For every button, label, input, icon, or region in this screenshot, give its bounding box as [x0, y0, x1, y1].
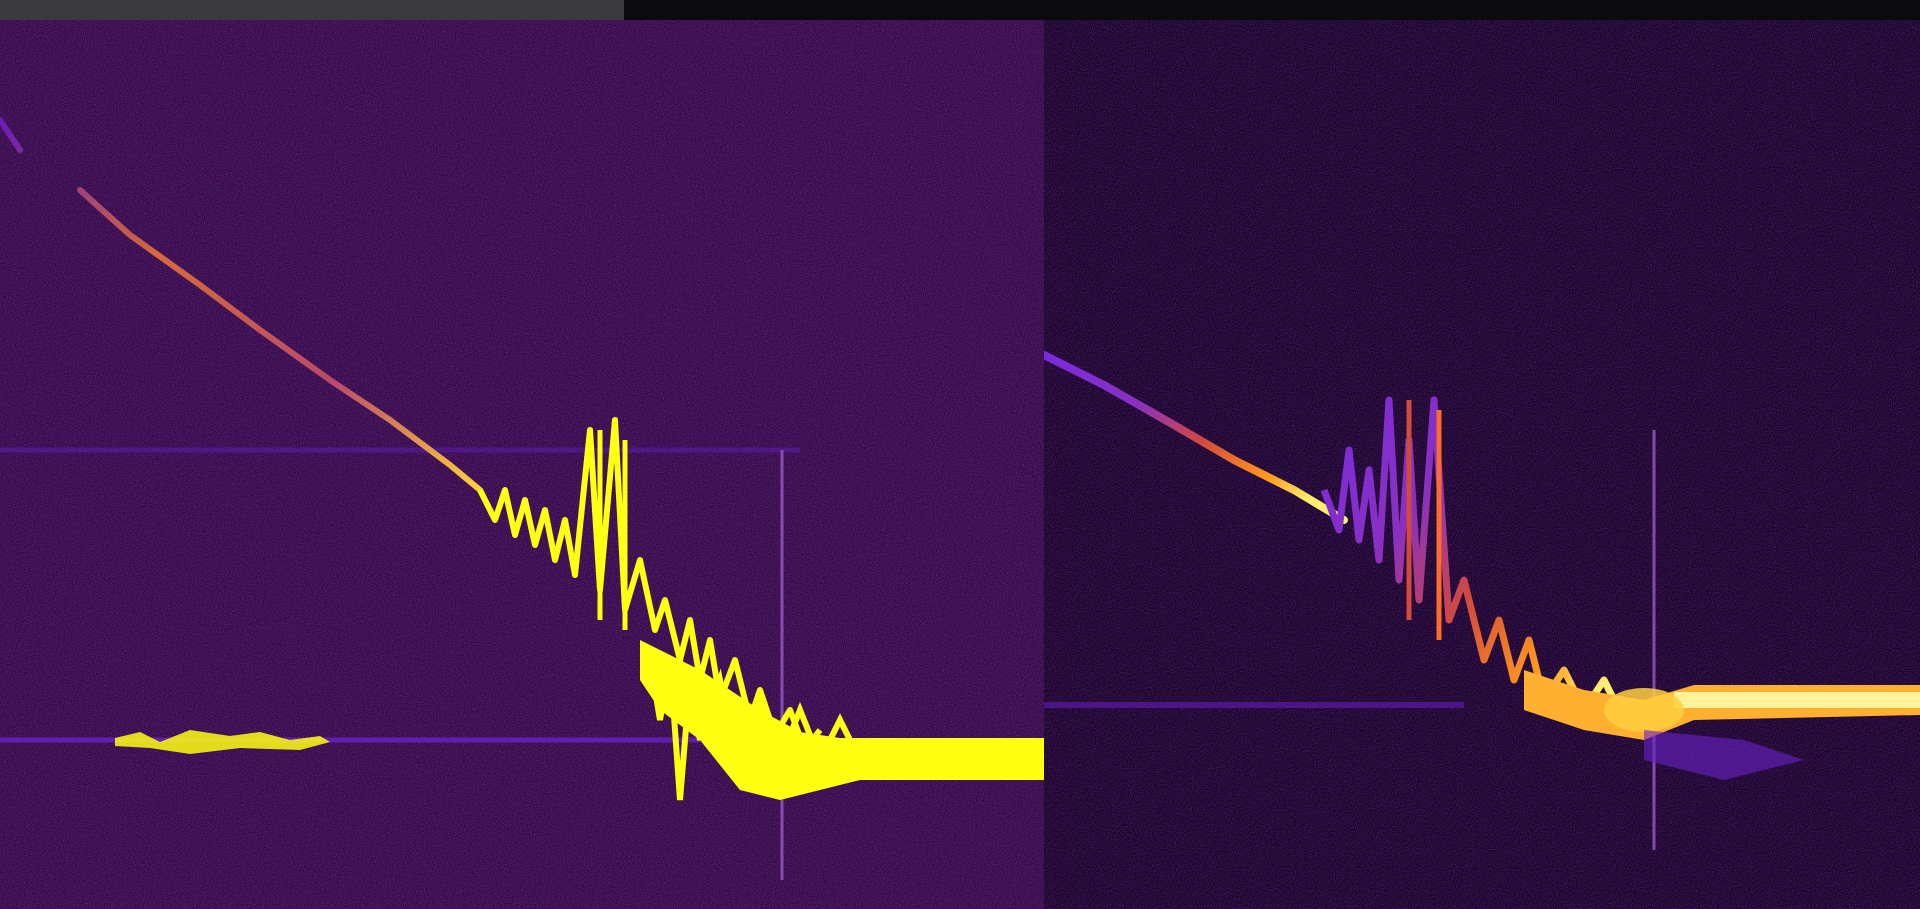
spectrogram-right-panel	[1044, 20, 1920, 909]
chirp-trace-right	[1044, 351, 1348, 524]
burst-cluster	[647, 659, 863, 801]
bright-tail-blob	[1604, 688, 1684, 732]
purple-smear	[1644, 730, 1804, 780]
spectrogram-left-image	[0, 20, 1044, 909]
saturated-tail	[640, 640, 1044, 800]
top-toolbar-strip	[0, 0, 624, 20]
spectrogram-right-image	[1044, 20, 1920, 909]
oscillating-trace-right	[1320, 396, 1646, 724]
spectrogram-left-panel	[0, 20, 1044, 909]
bright-tail-core	[1674, 692, 1920, 708]
chirp-trace	[0, 117, 483, 493]
yellow-band-blob	[115, 730, 330, 754]
